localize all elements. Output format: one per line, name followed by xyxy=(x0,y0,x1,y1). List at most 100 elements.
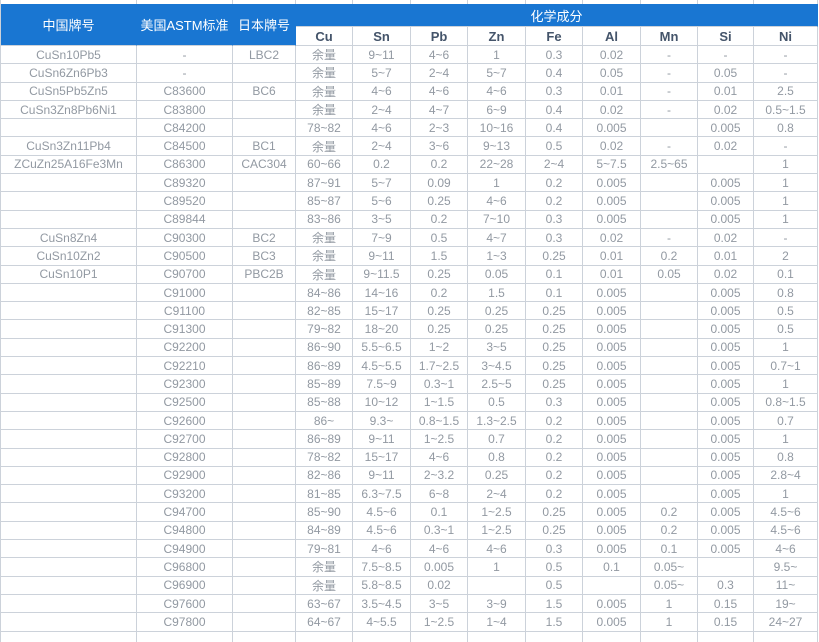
table-cell: 4~6 xyxy=(353,540,411,559)
table-cell: 7.5~9 xyxy=(353,375,411,394)
table-cell xyxy=(233,119,296,138)
table-cell: C83800 xyxy=(137,100,233,120)
table-cell: C90300 xyxy=(137,228,233,248)
table-row: C94900 79~81 4~6 4~6 4~6 0.3 0.005 0.1 0.005 4~6 xyxy=(1,540,818,559)
table-cell: 0.25 xyxy=(526,503,583,522)
table-cell xyxy=(233,558,296,577)
table-cell: 0.25 xyxy=(526,320,583,339)
table-cell: 4.5~6 xyxy=(754,521,818,541)
table-cell: 86~ xyxy=(296,411,353,431)
table-cell: 3.5~4.5 xyxy=(353,594,411,614)
table-cell: 2~4 xyxy=(353,100,411,120)
table-row: C89320 87~91 5~7 0.09 1 0.2 0.005 0.005 1 xyxy=(1,174,818,193)
table-cell xyxy=(233,430,296,449)
table-cell xyxy=(233,302,296,321)
table-row: CuSn6Zn6Pb3- 余量 5~7 2~4 5~7 0.4 0.05-0.05- xyxy=(1,64,818,83)
table-cell: - xyxy=(641,137,698,156)
table-row: ZCuZn25A16Fe3Mn C86300 CAC304 60~66 0.2 0.2 22… xyxy=(1,155,818,175)
table-row: CuSn3Zn11Pb4 C84500 BC1 余量 2~4 3~6 9~13 0.5 0.02… xyxy=(1,137,818,156)
table-cell: 10~16 xyxy=(468,119,526,138)
table-cell: 4.5~6 xyxy=(353,521,411,541)
table-cell: 78~82 xyxy=(296,448,353,467)
table-cell: 余量 xyxy=(296,46,353,65)
table-cell xyxy=(468,576,526,595)
table-cell: 0.25 xyxy=(411,192,468,211)
table-row: CuSn10Pb5- LBC2 余量 9~11 4~6 1 0.3 0.02- - - xyxy=(1,46,818,65)
table-cell xyxy=(1,594,137,614)
table-cell: 0.3 xyxy=(698,576,754,595)
table-cell: - xyxy=(754,137,818,156)
table-cell: 0.005 xyxy=(698,485,754,504)
table-cell xyxy=(233,485,296,504)
table-cell: - xyxy=(754,46,818,65)
table-cell: 3~6 xyxy=(411,137,468,156)
table-cell: 6.3~7.5 xyxy=(353,485,411,504)
table-cell: 3~5 xyxy=(353,210,411,229)
table-cell: CuSn5Pb5Zn5 xyxy=(1,82,137,101)
table-row: C92500 85~88 10~12 1~1.5 0.5 0.3 0.005 0.005 0.8… xyxy=(1,393,818,412)
table-cell: 0.2 xyxy=(641,247,698,266)
table-cell: 0.5 xyxy=(411,228,468,248)
table-cell: 0.1 xyxy=(754,265,818,284)
table-cell xyxy=(1,210,137,229)
table-cell: C84500 xyxy=(137,137,233,156)
grid-stub-row xyxy=(1,0,818,4)
table-cell: 4~6 xyxy=(468,82,526,101)
table-cell: 0.005 xyxy=(698,192,754,211)
table-cell: 0.005 xyxy=(698,393,754,412)
table-cell: 0.4 xyxy=(526,100,583,120)
table-row: C96900 余量 5.8~8.5 0.02 0.5 0.05~ 0.3 11~ xyxy=(1,576,818,595)
table-cell: 87~91 xyxy=(296,174,353,193)
table-cell xyxy=(641,338,698,358)
table-cell: C83600 xyxy=(137,82,233,101)
table-row: C92700 86~89 9~11 1~2.5 0.7 0.2 0.005 0.005 1 xyxy=(1,430,818,449)
table-cell: 1.5 xyxy=(526,613,583,632)
table-cell: C89520 xyxy=(137,192,233,211)
table-cell: 0.15 xyxy=(698,594,754,614)
table-cell: 0.02 xyxy=(698,100,754,120)
table-cell: 15~17 xyxy=(353,302,411,321)
table-cell: C91100 xyxy=(137,302,233,321)
table-cell: 0.005 xyxy=(698,375,754,394)
table-header: 中国牌号 美国ASTM标准 日本牌号 化学成分 Cu Sn Pb Zn Fe A… xyxy=(1,0,818,46)
table-cell: 0.25 xyxy=(468,320,526,339)
table-cell: 4~6 xyxy=(353,119,411,138)
table-cell: 4~6 xyxy=(468,540,526,559)
table-cell: 0.02 xyxy=(411,576,468,595)
table-cell: 9~11.5 xyxy=(353,265,411,284)
table-cell xyxy=(233,375,296,394)
table-cell xyxy=(1,503,137,522)
table-cell: C90700 xyxy=(137,265,233,284)
table-cell: 9~11 xyxy=(353,430,411,449)
table-cell: 0.8 xyxy=(468,448,526,467)
table-cell xyxy=(641,302,698,321)
table-cell: 64~67 xyxy=(296,613,353,632)
table-cell: 0.005 xyxy=(583,192,641,211)
table-cell: C94700 xyxy=(137,503,233,522)
table-cell: 0.005 xyxy=(698,320,754,339)
table-cell: 86~89 xyxy=(296,357,353,376)
table-cell: 4~6 xyxy=(411,540,468,559)
table-cell: 0.2 xyxy=(411,155,468,175)
table-cell: CAC304 xyxy=(233,155,296,175)
table-cell xyxy=(1,540,137,559)
table-cell: 1 xyxy=(468,46,526,65)
table-cell: C92300 xyxy=(137,375,233,394)
table-cell xyxy=(233,613,296,632)
table-cell: 0.005 xyxy=(583,393,641,412)
table-cell: 5~7 xyxy=(468,64,526,83)
table-cell: 18~20 xyxy=(353,320,411,339)
table-cell: C86300 xyxy=(137,155,233,175)
table-cell xyxy=(233,521,296,541)
table-cell: 22~28 xyxy=(468,155,526,175)
table-cell xyxy=(641,283,698,303)
table-cell xyxy=(233,320,296,339)
table-cell: 0.3~1 xyxy=(411,521,468,541)
table-cell xyxy=(698,155,754,175)
table-cell: 0.005 xyxy=(583,338,641,358)
table-body: CuSn10Pb5- LBC2 余量 9~11 4~6 1 0.3 0.02- - - CuSn6Z… xyxy=(1,46,818,632)
table-cell: 4~6 xyxy=(754,540,818,559)
table-cell: 0.7 xyxy=(468,430,526,449)
table-row: CuSn5Pb5Zn5 C83600 BC6 余量 4~6 4~6 4~6 0.3 0.01-0… xyxy=(1,82,818,101)
table-cell: CuSn6Zn6Pb3 xyxy=(1,64,137,83)
